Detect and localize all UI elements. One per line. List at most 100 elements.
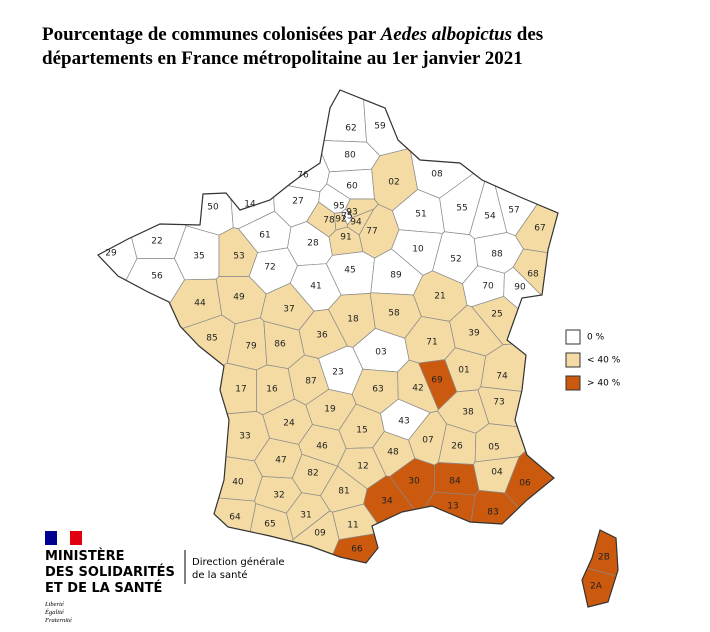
department-code: 82 (307, 469, 318, 479)
department-code: 56 (151, 272, 163, 282)
department-code: 41 (310, 282, 321, 292)
department-code: 48 (387, 448, 399, 458)
department-code: 53 (233, 252, 244, 262)
department-code: 42 (412, 384, 423, 394)
department-code: 23 (332, 368, 343, 378)
department-code: 2B (598, 553, 610, 563)
department-code: 02 (388, 178, 399, 188)
department-code: 50 (207, 203, 219, 213)
department-code: 74 (496, 372, 508, 382)
department-code: 18 (347, 315, 359, 325)
department-code: 49 (233, 293, 245, 303)
department-code: 13 (447, 502, 458, 512)
ministry: ET DE LA SANTÉ (45, 580, 162, 596)
department-code: 77 (366, 227, 377, 237)
department-code: 46 (316, 442, 328, 452)
department-code: 95 (333, 202, 344, 212)
title-text: des (512, 24, 543, 45)
title-line: Pourcentage de communes colonisées par A… (42, 24, 543, 45)
motto: Liberté (44, 601, 65, 608)
department-code: 47 (275, 456, 286, 466)
department-code: 29 (105, 249, 117, 259)
flag-white (57, 531, 70, 545)
legend-label: > 40 % (587, 379, 621, 389)
department-code: 84 (449, 477, 461, 487)
department-code: 03 (375, 348, 386, 358)
department-code: 58 (388, 309, 400, 319)
legend-label: < 40 % (587, 356, 621, 366)
department-code: 43 (398, 417, 409, 427)
flag-red (70, 531, 82, 545)
department-code: 63 (372, 385, 383, 395)
department-code: 35 (193, 252, 204, 262)
department-code: 14 (244, 200, 256, 210)
department-code: 76 (297, 171, 309, 181)
department-code: 40 (232, 478, 244, 488)
department-code: 54 (484, 212, 496, 222)
department-code: 87 (305, 377, 316, 387)
department-code: 60 (346, 182, 358, 192)
department-code: 61 (259, 231, 270, 241)
legend: 0 % < 40 % > 40 % (565, 329, 621, 391)
department-code: 94 (350, 218, 362, 228)
department-code: 80 (344, 151, 356, 161)
department-code: 22 (151, 237, 162, 247)
department-code: 24 (283, 419, 295, 429)
department-code: 64 (229, 513, 241, 523)
direction: de la santé (192, 569, 248, 581)
department-code: 11 (347, 521, 358, 531)
department-code: 90 (514, 283, 526, 293)
department-code: 27 (292, 197, 303, 207)
department-code: 88 (491, 250, 503, 260)
mainland-outline (97, 89, 559, 564)
department-code: 55 (456, 204, 467, 214)
department-code: 75 (341, 212, 352, 222)
department-code: 26 (451, 442, 463, 452)
department-code: 08 (431, 170, 443, 180)
department-code: 68 (527, 270, 539, 280)
department-code: 69 (431, 376, 443, 386)
department-code: 52 (450, 255, 461, 265)
legend-swatch (565, 352, 581, 368)
department-code: 06 (519, 479, 531, 489)
department-code: 65 (264, 520, 275, 530)
department-code: 45 (344, 266, 355, 276)
department-code: 30 (408, 477, 420, 487)
department-code: 16 (266, 385, 278, 395)
logo: MINISTÈRE DES SOLIDARITÉS ET DE LA SANTÉ… (44, 531, 285, 624)
title-line: départements en France métropolitaine au… (42, 48, 523, 69)
department-code: 72 (264, 263, 275, 273)
department-code: 12 (357, 462, 368, 472)
department-code: 19 (324, 405, 336, 415)
department-code: 34 (381, 497, 393, 507)
department-code: 71 (426, 338, 437, 348)
department-code: 32 (273, 491, 284, 501)
department-code: 66 (351, 545, 363, 555)
department-code: 07 (422, 436, 433, 446)
ministry: DES SOLIDARITÉS (45, 564, 175, 580)
department-code: 85 (206, 334, 217, 344)
legend-swatch (565, 375, 581, 391)
department-code: 57 (508, 206, 519, 216)
department-code: 91 (340, 233, 351, 243)
department (340, 208, 353, 226)
department-code: 44 (194, 299, 206, 309)
department-code: 09 (314, 529, 326, 539)
department-code: 25 (491, 310, 502, 320)
title-species: Aedes albopictus (380, 24, 512, 45)
corsica-outline (581, 529, 619, 608)
department-code: 51 (415, 210, 426, 220)
ministry: MINISTÈRE (45, 548, 125, 564)
department-code: 17 (235, 385, 246, 395)
department-code: 28 (307, 239, 319, 249)
department-code: 15 (356, 426, 367, 436)
department-code: 86 (274, 340, 286, 350)
department-code: 67 (534, 224, 545, 234)
department-code: 39 (468, 329, 480, 339)
department-code: 73 (493, 398, 504, 408)
department-code: 62 (345, 124, 356, 134)
department-code: 70 (482, 282, 494, 292)
department-code: 93 (346, 208, 357, 218)
